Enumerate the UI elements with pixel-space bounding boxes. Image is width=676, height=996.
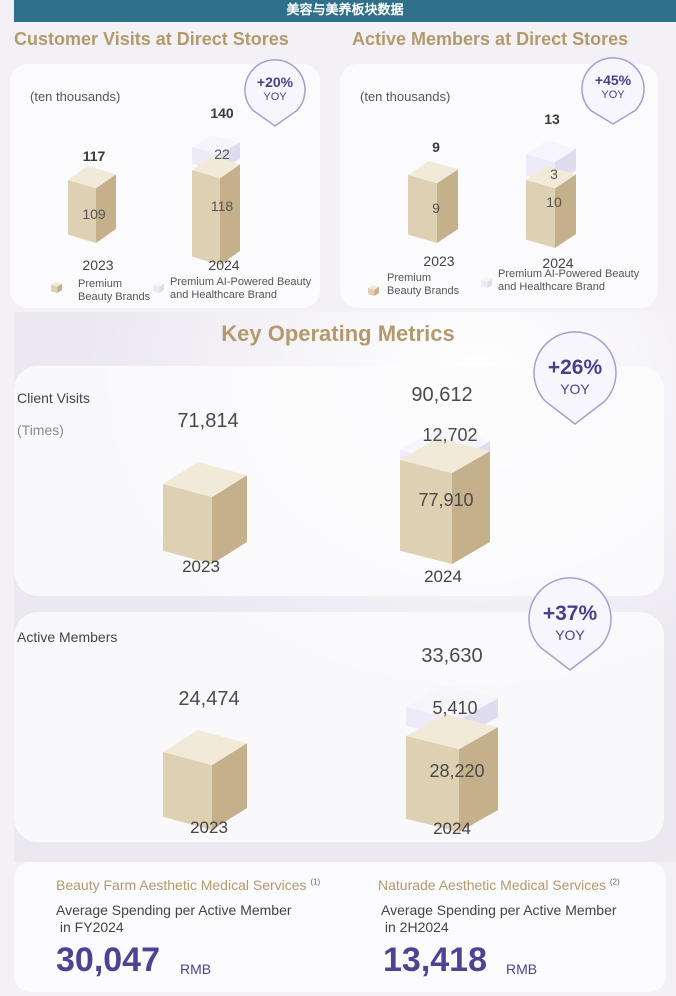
cv-2023-total-label: 117	[82, 148, 106, 164]
active-members-unit: (ten thousands)	[360, 89, 451, 104]
beauty-farm-desc: Average Spending per Active Member in FY…	[56, 902, 292, 935]
customer-visits-unit: (ten thousands)	[30, 89, 121, 104]
naturade-note: (2)	[609, 877, 620, 887]
members-2024-premium-cube	[406, 714, 498, 832]
client-visits-label: Client Visits	[17, 390, 90, 406]
naturade-unit: RMB	[506, 961, 538, 977]
cv-yoy-pin: +20% YOY	[243, 58, 307, 128]
section-banner: 美容与美养板块数据	[14, 0, 676, 22]
cv-yoy-percent: +20%	[256, 74, 294, 90]
visits-yoy-label: YOY	[560, 381, 590, 397]
cv-legend-ai-text: Premium AI-Powered Beauty and Healthcare…	[170, 276, 312, 301]
cv-2024-total-label: 140	[210, 105, 234, 121]
client-visits-unit: (Times)	[17, 422, 64, 438]
visits-2023-total-label: 71,814	[177, 410, 239, 432]
cv-2024-year: 2024	[208, 257, 240, 273]
beauty-farm-unit: RMB	[180, 961, 212, 977]
members-yoy-percent: +37%	[542, 602, 598, 625]
members-2024-year: 2024	[433, 819, 471, 838]
am-2024-ai-label: 3	[550, 166, 558, 182]
am-2024-year: 2024	[542, 255, 574, 271]
members-2023-year: 2023	[190, 818, 228, 837]
members-yoy-label: YOY	[555, 627, 585, 643]
cv-2023-premium-label: 109	[82, 206, 106, 222]
cv-legend-premium-text: Premium Beauty Brands	[78, 278, 151, 303]
visits-yoy-pin: +26% YOY	[532, 330, 618, 426]
customer-visits-title: Customer Visits at Direct Stores	[14, 29, 289, 49]
cv-2024-premium-label: 118	[210, 198, 234, 214]
am-yoy-pin: +45% YOY	[580, 56, 646, 126]
visits-2024-premium-cube	[400, 438, 490, 564]
visits-2023-premium-cube	[163, 462, 247, 564]
members-2024-total-label: 33,630	[421, 645, 483, 667]
active-members-metric-label: Active Members	[17, 629, 118, 645]
am-2024-total-label: 13	[544, 111, 560, 127]
am-2023-premium-label: 9	[432, 200, 440, 216]
am-legend-premium-swatch	[368, 283, 379, 296]
cv-yoy-label: YOY	[263, 91, 287, 103]
cv-2023-year: 2023	[82, 257, 114, 273]
naturade-title: Naturade Aesthetic Medical Services (2)	[378, 877, 620, 893]
am-2024-premium-cube	[526, 166, 576, 248]
am-legend-ai-swatch	[481, 275, 492, 288]
visits-2024-year: 2024	[424, 567, 462, 586]
members-yoy-pin: +37% YOY	[527, 576, 613, 672]
am-2023-total-label: 9	[432, 139, 440, 155]
visits-2024-total-label: 90,612	[411, 384, 473, 406]
members-2024-ai-label: 5,410	[432, 698, 478, 718]
cv-legend-ai-swatch	[153, 280, 164, 293]
am-2024-premium-label: 10	[546, 194, 562, 210]
visits-2024-premium-label: 77,910	[418, 490, 474, 510]
am-yoy-label: YOY	[601, 89, 625, 101]
naturade-value: 13,418	[383, 941, 487, 979]
cv-legend-premium-swatch	[51, 280, 62, 293]
am-2023-year: 2023	[423, 253, 455, 269]
beauty-farm-title: Beauty Farm Aesthetic Medical Services (…	[56, 877, 321, 893]
key-metrics-title: Key Operating Metrics	[221, 321, 455, 346]
active-members-title: Active Members at Direct Stores	[352, 29, 629, 49]
visits-2023-year: 2023	[182, 557, 220, 576]
beauty-farm-note: (1)	[310, 877, 321, 887]
cv-2024-ai-label: 22	[214, 146, 230, 162]
members-2023-premium-cube	[163, 730, 247, 830]
members-2024-premium-label: 28,220	[429, 761, 485, 781]
am-2023-premium-cube	[408, 161, 458, 243]
am-legend-premium-text: Premium Beauty Brands	[387, 272, 460, 297]
cv-2024-premium-cube	[192, 156, 240, 265]
visits-2024-ai-label: 12,702	[422, 425, 478, 445]
am-legend-ai-text: Premium AI-Powered Beauty and Healthcare…	[498, 268, 640, 293]
visits-yoy-percent: +26%	[547, 356, 603, 379]
am-yoy-percent: +45%	[594, 72, 632, 88]
cv-2023-premium-cube	[68, 166, 116, 243]
naturade-desc: Average Spending per Active Member in 2H…	[381, 902, 617, 935]
services-panel	[14, 862, 666, 992]
members-2023-total-label: 24,474	[178, 688, 240, 710]
beauty-farm-value: 30,047	[56, 941, 160, 979]
